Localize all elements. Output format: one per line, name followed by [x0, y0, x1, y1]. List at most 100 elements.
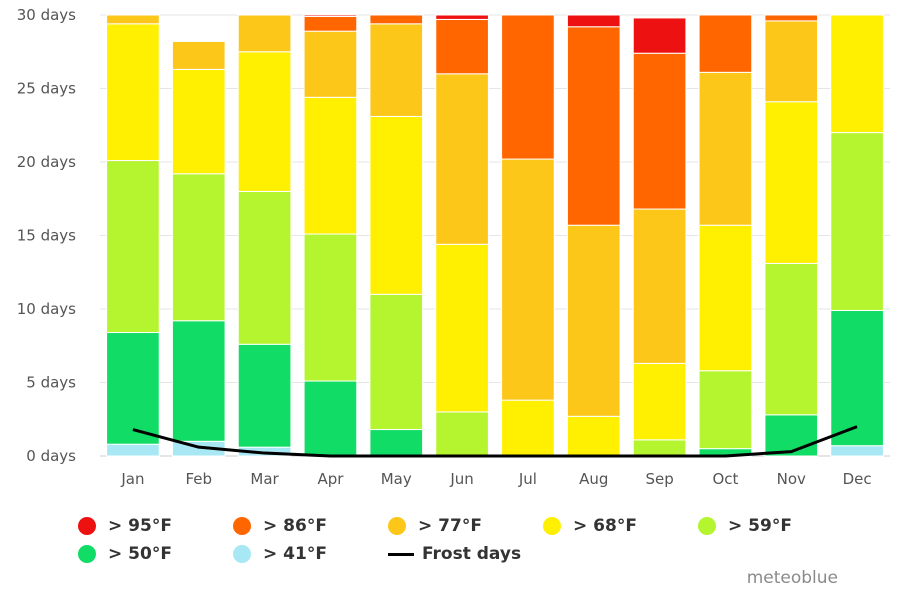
bar-segment[interactable]: [566, 415, 621, 457]
bar-segment[interactable]: [632, 208, 687, 364]
bar-segment[interactable]: [171, 173, 226, 322]
bar-segment[interactable]: [632, 439, 687, 457]
legend-row-1: > 95°F > 86°F > 77°F > 68°F > 59°F: [78, 512, 878, 540]
bar-segment[interactable]: [632, 362, 687, 441]
bar-segment[interactable]: [303, 96, 358, 235]
x-tick-label: Feb: [185, 470, 212, 488]
legend-swatch-frost-days: [388, 552, 414, 556]
bar-segment[interactable]: [303, 233, 358, 382]
y-axis: 0 days 5 days 10 days 15 days 20 days 25 days…: [17, 6, 76, 465]
bar-segment[interactable]: [303, 30, 358, 98]
bar-segment[interactable]: [566, 26, 621, 226]
legend-item-95f[interactable]: > 95°F: [78, 516, 233, 536]
bar-segment[interactable]: [698, 224, 753, 372]
x-tick-label: Dec: [843, 470, 872, 488]
legend-label-77f: > 77°F: [418, 516, 482, 536]
x-tick-label: Aug: [579, 470, 608, 488]
bar-segment[interactable]: [369, 429, 424, 457]
bar-segment[interactable]: [435, 14, 489, 20]
bar-segment[interactable]: [698, 370, 753, 450]
y-tick-label: 10 days: [17, 300, 76, 318]
bar-segment[interactable]: [106, 23, 160, 162]
bar-segment[interactable]: [764, 20, 819, 103]
legend-swatch-77f: [388, 517, 406, 535]
bar-segment[interactable]: [764, 14, 819, 22]
legend: > 95°F > 86°F > 77°F > 68°F > 59°F > 50°…: [78, 512, 878, 568]
bar-segment[interactable]: [237, 190, 292, 345]
legend-swatch-41f: [233, 545, 251, 563]
bar-segment[interactable]: [698, 14, 753, 73]
bar-segment[interactable]: [830, 14, 884, 134]
x-tick-label: Mar: [250, 470, 279, 488]
legend-label-50f: > 50°F: [108, 544, 172, 564]
bar-segment[interactable]: [303, 14, 358, 17]
legend-label-86f: > 86°F: [263, 516, 327, 536]
bar-segment[interactable]: [566, 224, 621, 417]
bar-segment[interactable]: [369, 14, 424, 25]
legend-label-59f: > 59°F: [728, 516, 792, 536]
legend-item-50f[interactable]: > 50°F: [78, 544, 233, 564]
bar-segment[interactable]: [171, 40, 226, 70]
bar-segment[interactable]: [501, 14, 555, 160]
bar-segment[interactable]: [171, 320, 226, 442]
frost-days-line-group: [132, 425, 858, 458]
bar-segment[interactable]: [237, 343, 292, 448]
bar-segment[interactable]: [303, 15, 358, 32]
legend-swatch-95f: [78, 517, 96, 535]
legend-label-frost-days: Frost days: [422, 544, 522, 564]
bar-segment[interactable]: [237, 14, 292, 53]
x-tick-label: Jan: [120, 470, 144, 488]
legend-item-77f[interactable]: > 77°F: [388, 516, 543, 536]
legend-item-86f[interactable]: > 86°F: [233, 516, 388, 536]
y-tick-label: 5 days: [26, 374, 76, 392]
x-tick-label: Jul: [518, 470, 537, 488]
bar-segment[interactable]: [764, 101, 819, 264]
bar-segment[interactable]: [566, 14, 621, 28]
y-tick-label: 25 days: [17, 80, 76, 98]
y-tick-label: 0 days: [26, 447, 76, 465]
legend-item-frost-days[interactable]: Frost days: [388, 544, 588, 564]
bar-segment[interactable]: [830, 445, 884, 457]
bar-segment[interactable]: [435, 243, 489, 413]
bar-segment[interactable]: [237, 51, 292, 192]
legend-row-2: > 50°F > 41°F Frost days: [78, 540, 878, 568]
x-tick-label: Oct: [712, 470, 738, 488]
bar-segment[interactable]: [369, 293, 424, 431]
bar-segment[interactable]: [369, 115, 424, 295]
x-tick-label: Sep: [645, 470, 673, 488]
bar-segment[interactable]: [435, 73, 489, 245]
y-tick-label: 20 days: [17, 153, 76, 171]
bar-segment[interactable]: [501, 158, 555, 401]
legend-label-95f: > 95°F: [108, 516, 172, 536]
bar-segment[interactable]: [830, 309, 884, 447]
bar-stacks: [106, 14, 884, 457]
bar-segment[interactable]: [106, 332, 160, 445]
bar-segment[interactable]: [435, 411, 489, 457]
bar-segment[interactable]: [369, 23, 424, 117]
x-tick-label: May: [381, 470, 412, 488]
credit-text[interactable]: meteoblue: [746, 568, 838, 588]
bar-segment[interactable]: [435, 18, 489, 75]
legend-swatch-86f: [233, 517, 251, 535]
x-tick-label: Jun: [449, 470, 473, 488]
bar-segment[interactable]: [106, 160, 160, 334]
frost-days-line[interactable]: [132, 425, 858, 458]
bar-segment[interactable]: [764, 262, 819, 416]
legend-item-59f[interactable]: > 59°F: [698, 516, 818, 536]
grid-lines: [100, 14, 890, 457]
stacked-bar-chart: 0 days 5 days 10 days 15 days 20 days 25 days…: [17, 6, 890, 488]
legend-swatch-50f: [78, 545, 96, 563]
bar-segment[interactable]: [106, 14, 160, 25]
legend-item-68f[interactable]: > 68°F: [543, 516, 698, 536]
bar-segment[interactable]: [106, 443, 160, 457]
bar-segment[interactable]: [830, 132, 884, 311]
bar-segment[interactable]: [764, 414, 819, 457]
bar-segment[interactable]: [501, 399, 555, 457]
bar-segment[interactable]: [698, 71, 753, 226]
bar-segment[interactable]: [303, 380, 358, 457]
bar-segment[interactable]: [632, 17, 687, 54]
bar-segment[interactable]: [632, 52, 687, 210]
x-tick-label: Apr: [317, 470, 344, 488]
bar-segment[interactable]: [171, 68, 226, 175]
legend-item-41f[interactable]: > 41°F: [233, 544, 388, 564]
